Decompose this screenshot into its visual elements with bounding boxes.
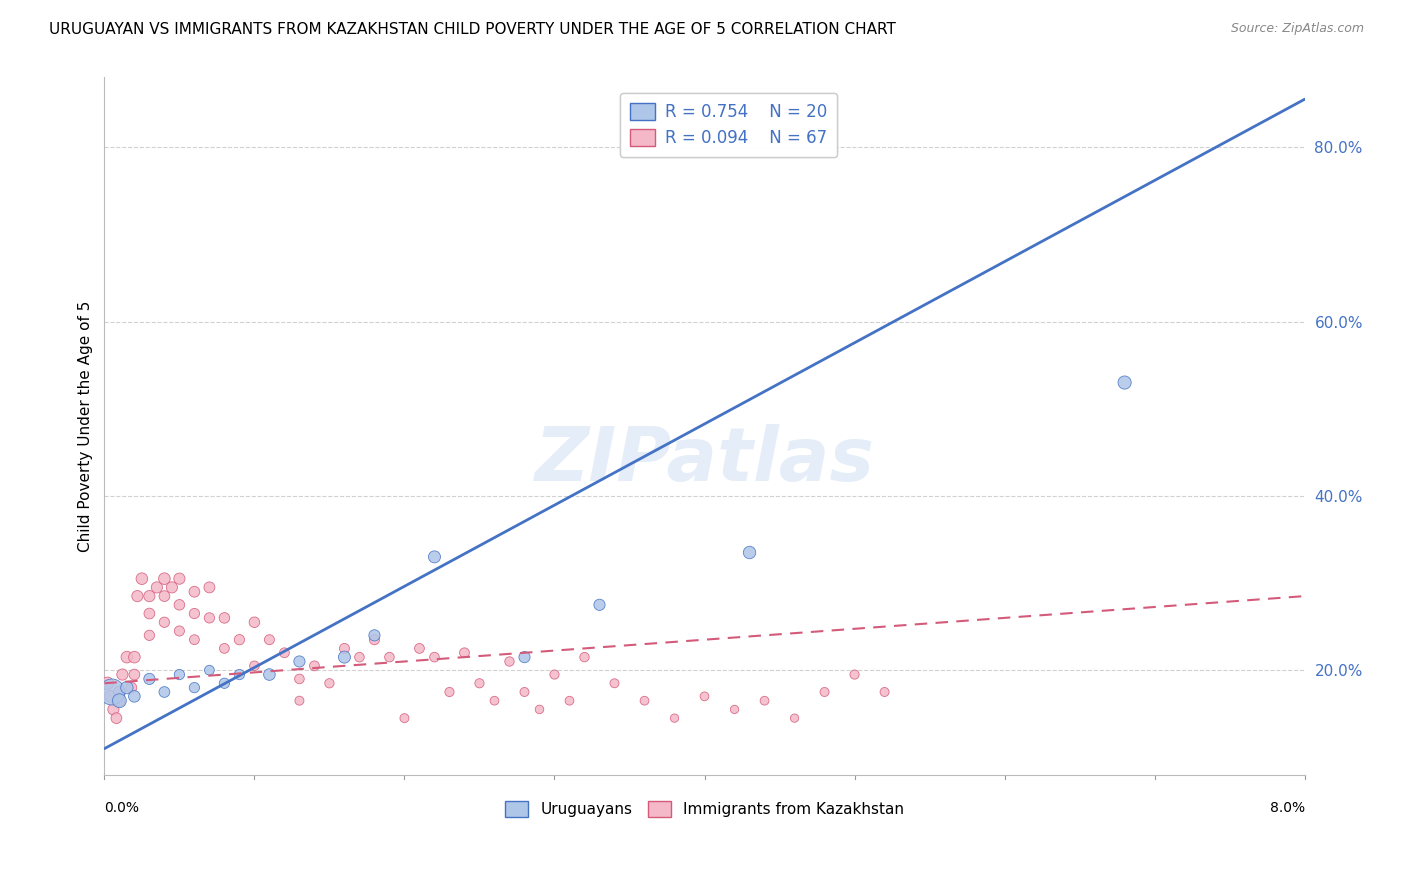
Point [124, 690, 146, 704]
Point [115, 681, 138, 695]
Point [754, 694, 776, 708]
Point [169, 667, 191, 681]
Text: Source: ZipAtlas.com: Source: ZipAtlas.com [1230, 22, 1364, 36]
Point [153, 685, 176, 699]
Point [783, 711, 806, 725]
Point [124, 650, 146, 665]
Point [513, 685, 536, 699]
Point [423, 650, 446, 665]
Point [259, 667, 281, 681]
Point [105, 711, 128, 725]
Y-axis label: Child Poverty Under the Age of 5: Child Poverty Under the Age of 5 [79, 301, 93, 552]
Point [318, 676, 340, 690]
Point [243, 615, 266, 630]
Point [738, 545, 761, 559]
Point [844, 667, 866, 681]
Point [873, 685, 896, 699]
Point [103, 702, 125, 716]
Point [183, 681, 205, 695]
Point [111, 667, 134, 681]
Point [169, 598, 191, 612]
Point [153, 615, 176, 630]
Point [513, 650, 536, 665]
Point [124, 667, 146, 681]
Point [363, 632, 385, 647]
Point [1114, 376, 1136, 390]
Point [108, 694, 131, 708]
Point [394, 711, 416, 725]
Point [813, 685, 835, 699]
Point [160, 581, 183, 595]
Point [127, 589, 149, 603]
Point [468, 676, 491, 690]
Point [198, 611, 221, 625]
Point [484, 694, 506, 708]
Text: 8.0%: 8.0% [1270, 801, 1305, 815]
Point [138, 672, 160, 686]
Point [108, 685, 131, 699]
Point [333, 650, 356, 665]
Point [588, 598, 610, 612]
Point [138, 607, 160, 621]
Point [96, 676, 118, 690]
Point [349, 650, 371, 665]
Point [108, 694, 131, 708]
Point [183, 607, 205, 621]
Point [288, 694, 311, 708]
Point [723, 702, 745, 716]
Point [664, 711, 686, 725]
Point [423, 549, 446, 564]
Point [100, 690, 122, 704]
Point [169, 572, 191, 586]
Point [120, 681, 142, 695]
Point [115, 650, 138, 665]
Point [138, 589, 160, 603]
Point [101, 685, 124, 699]
Point [574, 650, 596, 665]
Point [198, 581, 221, 595]
Point [333, 641, 356, 656]
Legend: R = 0.754    N = 20, R = 0.094    N = 67: R = 0.754 N = 20, R = 0.094 N = 67 [620, 93, 837, 157]
Point [304, 658, 326, 673]
Point [198, 663, 221, 677]
Point [138, 628, 160, 642]
Point [146, 581, 169, 595]
Point [408, 641, 430, 656]
Point [183, 632, 205, 647]
Point [453, 646, 475, 660]
Point [558, 694, 581, 708]
Point [439, 685, 461, 699]
Point [543, 667, 565, 681]
Point [603, 676, 626, 690]
Point [228, 632, 250, 647]
Point [169, 624, 191, 638]
Point [228, 667, 250, 681]
Point [153, 572, 176, 586]
Text: 0.0%: 0.0% [104, 801, 139, 815]
Point [529, 702, 551, 716]
Point [363, 628, 385, 642]
Point [498, 655, 520, 669]
Point [243, 658, 266, 673]
Point [131, 572, 153, 586]
Point [214, 611, 236, 625]
Text: URUGUAYAN VS IMMIGRANTS FROM KAZAKHSTAN CHILD POVERTY UNDER THE AGE OF 5 CORRELA: URUGUAYAN VS IMMIGRANTS FROM KAZAKHSTAN … [49, 22, 896, 37]
Point [259, 632, 281, 647]
Point [153, 589, 176, 603]
Point [288, 655, 311, 669]
Point [693, 690, 716, 704]
Point [633, 694, 655, 708]
Point [214, 676, 236, 690]
Point [273, 646, 295, 660]
Point [378, 650, 401, 665]
Point [214, 641, 236, 656]
Text: ZIPatlas: ZIPatlas [534, 425, 875, 498]
Point [183, 584, 205, 599]
Point [288, 672, 311, 686]
